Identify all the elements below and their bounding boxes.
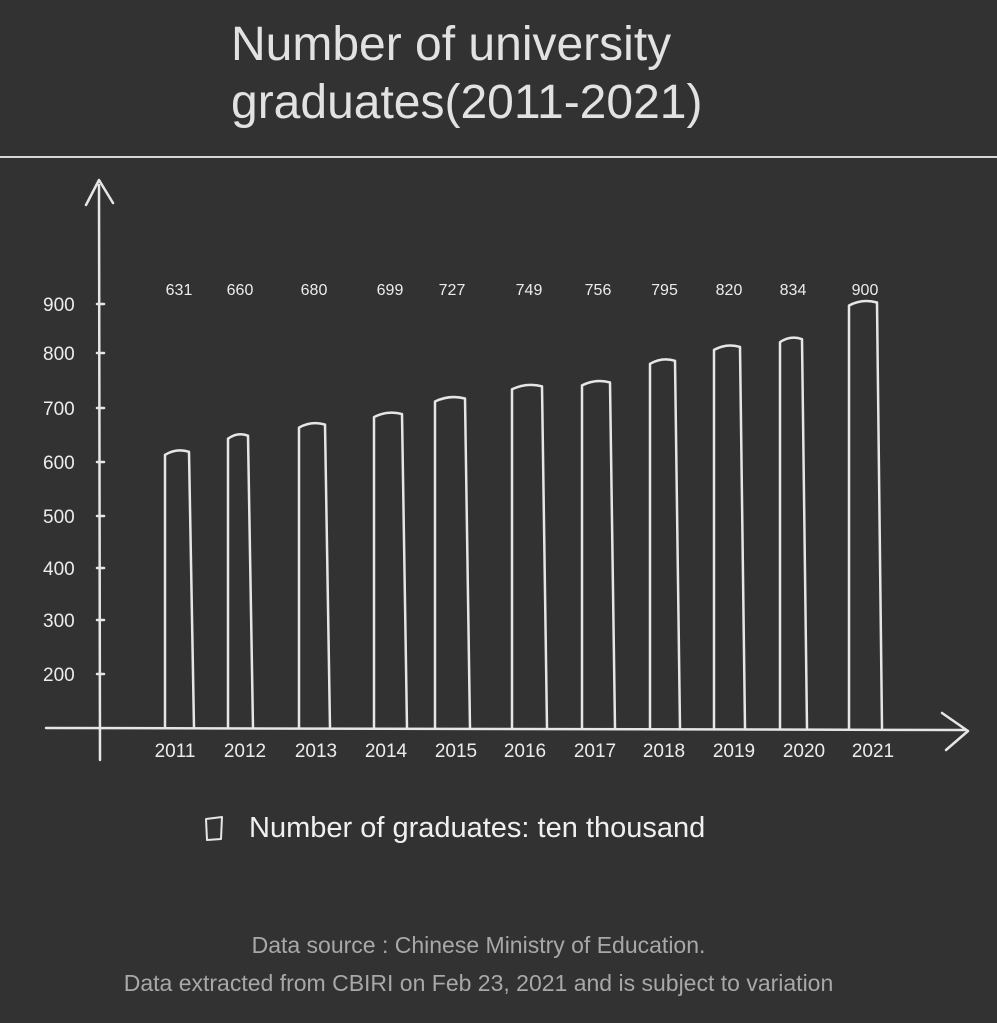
y-axis-tick-labels: 200 300 400 500 600 700 800 900	[43, 295, 75, 686]
title-divider	[0, 156, 997, 158]
y-axis-arrowhead	[84, 178, 115, 207]
y-tick-label-300: 300	[43, 611, 75, 632]
x-tick-label-2015: 2015	[435, 741, 477, 762]
bar-2011	[163, 449, 196, 730]
data-source-note: Data source : Chinese Ministry of Educat…	[251, 932, 706, 958]
chart-title-line-1: Number of university	[231, 18, 672, 71]
x-tick-label-2011: 2011	[155, 741, 196, 762]
y-axis-line	[97, 183, 102, 762]
x-tick-label-2013: 2013	[295, 741, 337, 762]
x-axis-line	[44, 726, 967, 732]
y-tick-label-500: 500	[43, 507, 75, 528]
x-axis-tick-labels: 2011 2012 2013 2014 2015 2016 2017 2018 2019 2020…	[155, 741, 895, 762]
y-tick-label-900: 900	[43, 295, 75, 316]
y-tick-label-800: 800	[43, 344, 75, 365]
x-tick-label-2012: 2012	[224, 741, 266, 762]
x-tick-label-2016: 2016	[504, 741, 546, 762]
data-extraction-note: Data extracted from CBIRI on Feb 23, 202…	[123, 970, 834, 996]
y-tick-label-200: 200	[43, 665, 75, 686]
legend-label: Number of graduates: ten thousand	[249, 811, 706, 844]
bar-2020	[778, 336, 809, 730]
data-labels: 631 660 680 699 727 749 756 795 820 834 900	[166, 282, 879, 299]
x-tick-label-2014: 2014	[365, 741, 408, 762]
data-label-2019: 820	[716, 282, 743, 299]
x-tick-label-2021: 2021	[852, 741, 894, 762]
x-tick-label-2017: 2017	[574, 741, 616, 762]
x-tick-label-2019: 2019	[713, 741, 755, 762]
bar-2018	[648, 358, 682, 730]
bar-2021	[847, 299, 884, 730]
data-label-2014: 699	[377, 282, 404, 299]
y-tick-label-400: 400	[43, 559, 75, 580]
data-label-2017: 756	[585, 282, 612, 299]
bar-2014	[372, 411, 409, 730]
bar-series	[163, 299, 884, 730]
y-tick-label-700: 700	[43, 399, 75, 420]
data-label-2020: 834	[780, 282, 807, 299]
legend-swatch-icon	[205, 816, 223, 841]
data-label-2013: 680	[301, 282, 328, 299]
x-axis-arrowhead	[940, 711, 970, 752]
data-label-2018: 795	[651, 282, 678, 299]
bar-2013	[297, 421, 332, 730]
data-label-2015: 727	[439, 282, 466, 299]
bar-2017	[580, 379, 617, 730]
chart-axes	[44, 178, 970, 762]
data-label-2011: 631	[166, 282, 193, 299]
bar-2015	[433, 395, 472, 730]
chart-title-line-2: graduates(2011-2021)	[231, 76, 703, 129]
data-label-2021: 900	[852, 282, 879, 299]
chart-title: Number of university graduates(2011-2021…	[231, 16, 871, 132]
y-tick-label-600: 600	[43, 453, 75, 474]
bar-2012	[226, 432, 255, 730]
bar-2019	[712, 344, 747, 730]
bar-2016	[510, 383, 549, 730]
x-tick-label-2018: 2018	[643, 741, 685, 762]
legend: Number of graduates: ten thousand	[203, 808, 705, 848]
data-label-2012: 660	[227, 282, 254, 299]
x-tick-label-2020: 2020	[783, 741, 825, 762]
data-label-2016: 749	[516, 282, 543, 299]
